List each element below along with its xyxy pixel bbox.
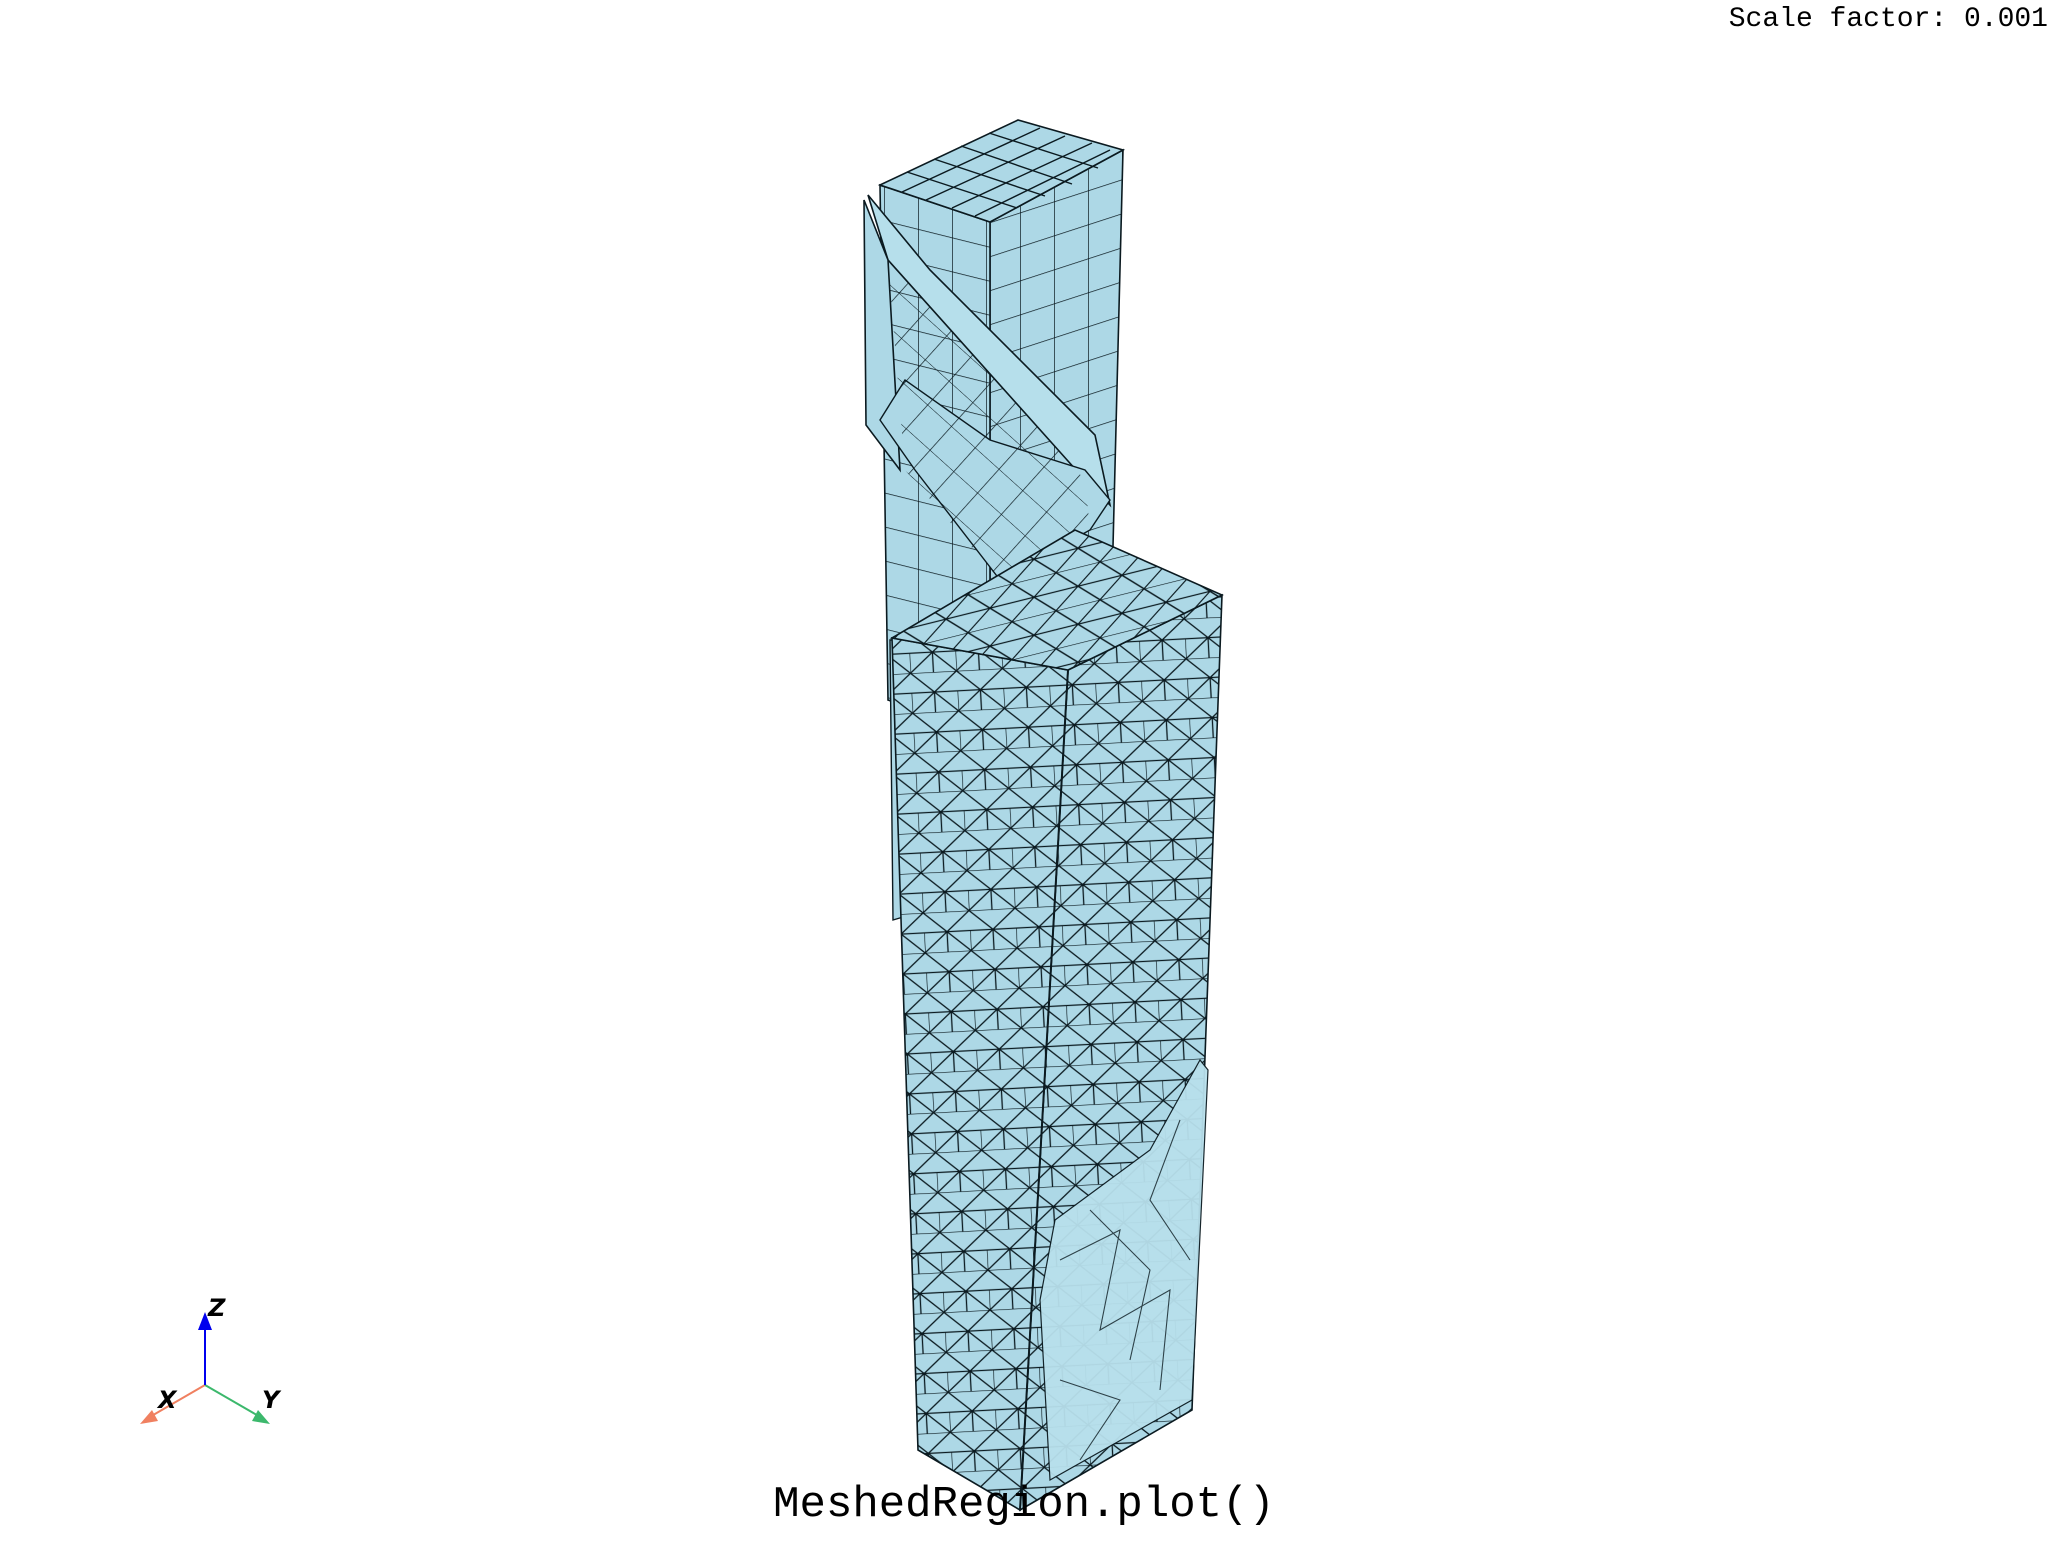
y-axis-arrowhead <box>252 1410 270 1424</box>
y-axis-line <box>204 1384 263 1419</box>
orientation-axes: X Y Z <box>140 1294 282 1424</box>
lower-block-distorted-region <box>1039 1058 1209 1481</box>
twisted-band-stripes <box>888 260 1090 580</box>
lower-block-top-mesh <box>892 530 1222 670</box>
lower-block-corner-edge <box>1019 669 1069 1511</box>
upper-block-top-face <box>877 119 1126 223</box>
x-axis-line <box>147 1384 206 1419</box>
lower-block <box>889 529 1224 1512</box>
lower-block-front-mesh <box>892 638 1068 1510</box>
x-axis-arrowhead <box>140 1410 158 1424</box>
z-axis-label: Z <box>207 1294 226 1322</box>
y-axis-label: Y <box>262 1386 282 1414</box>
plot-title: MeshedRegion.plot() <box>773 1480 1275 1530</box>
z-axis-arrowhead <box>198 1312 212 1330</box>
x-axis-label: X <box>156 1386 178 1414</box>
lower-block-distorted-lines <box>1059 1119 1191 1461</box>
scale-factor-text: Scale factor: 0.001 <box>1728 4 2048 35</box>
upper-block-top-lines <box>901 127 1111 217</box>
